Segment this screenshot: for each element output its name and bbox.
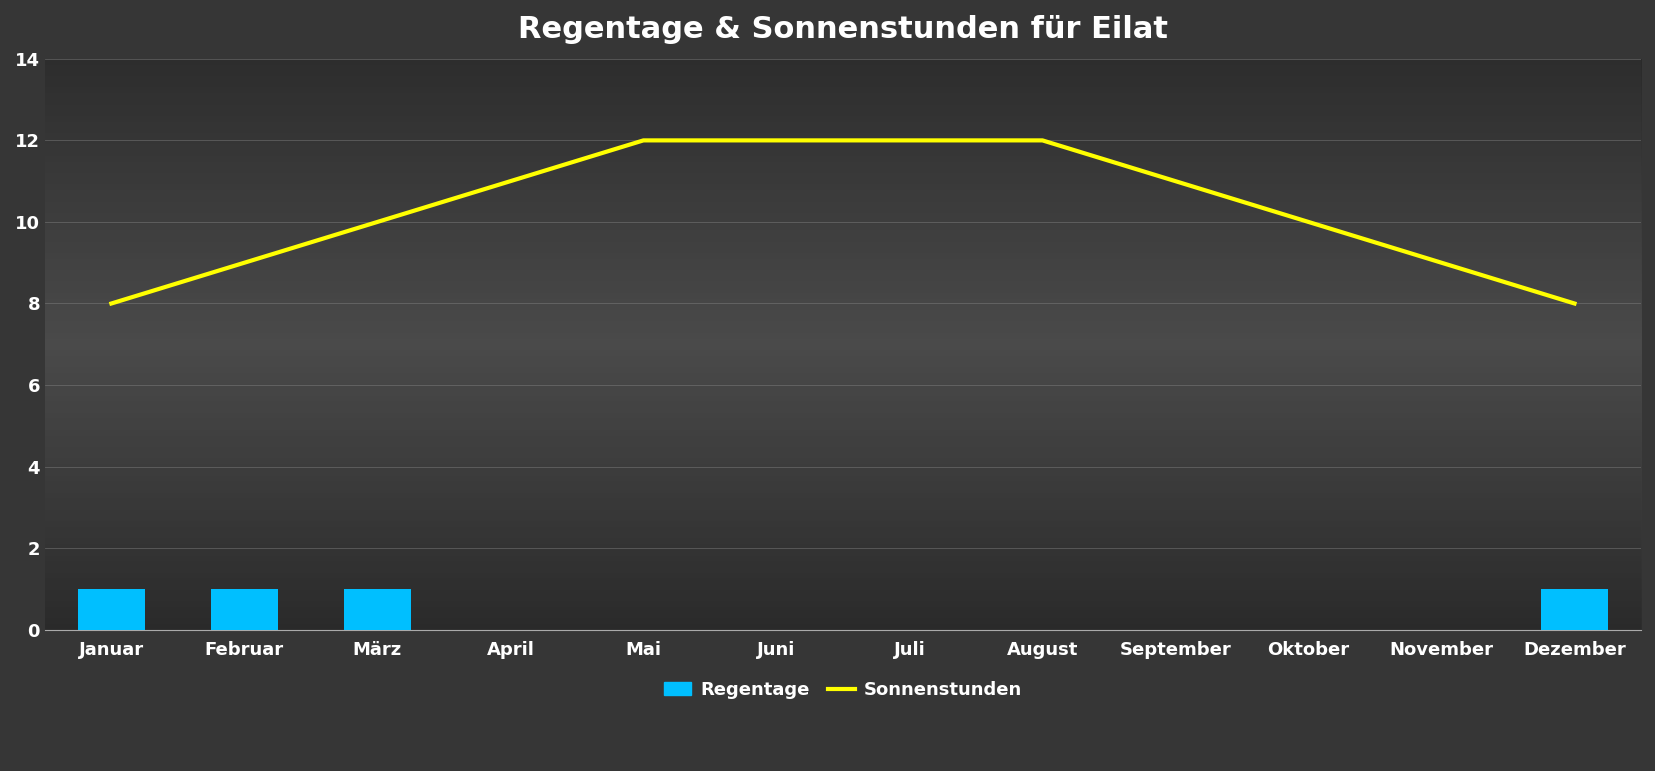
- Bar: [344, 589, 410, 630]
- Bar: [210, 589, 278, 630]
- Bar: [78, 589, 144, 630]
- Legend: Regentage, Sonnenstunden: Regentage, Sonnenstunden: [657, 674, 1028, 706]
- Bar: [1541, 589, 1607, 630]
- Title: Regentage & Sonnenstunden für Eilat: Regentage & Sonnenstunden für Eilat: [518, 15, 1167, 44]
